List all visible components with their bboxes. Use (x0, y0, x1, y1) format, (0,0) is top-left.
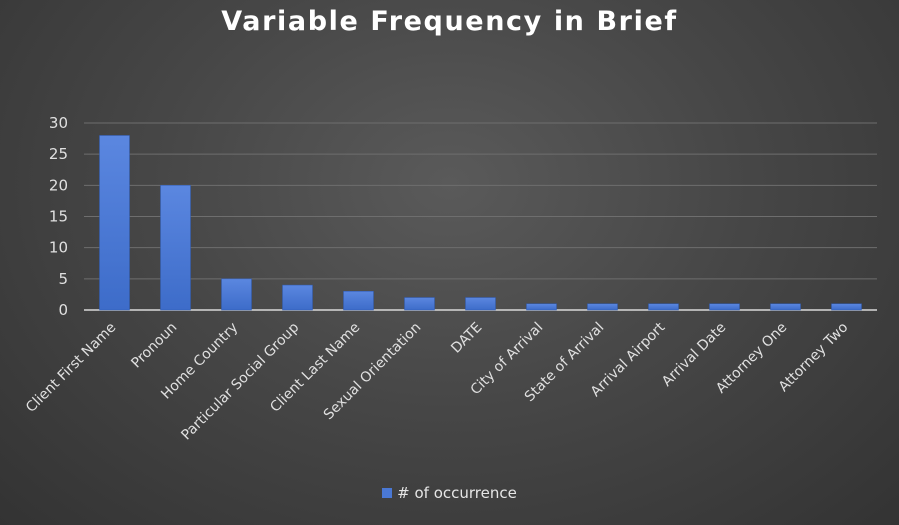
bar (648, 303, 679, 311)
bar (831, 303, 862, 311)
bar (526, 303, 557, 311)
x-tick-label: Pronoun (128, 320, 180, 372)
bar (709, 303, 740, 311)
y-tick-label: 10 (49, 239, 68, 257)
bar (160, 185, 191, 311)
x-tick-label: Client First Name (23, 320, 119, 416)
y-tick-label: 30 (49, 114, 68, 132)
chart-title: Variable Frequency in Brief (221, 6, 678, 37)
bar (465, 297, 496, 311)
bar (282, 284, 313, 311)
legend: # of occurrence (0, 484, 899, 502)
legend-label: # of occurrence (397, 484, 517, 502)
legend-swatch (382, 488, 393, 498)
bar (587, 303, 618, 311)
bar (99, 135, 130, 311)
x-tick-label: DATE (448, 320, 485, 357)
y-tick-label: 20 (49, 176, 68, 194)
y-tick-label: 0 (58, 301, 68, 319)
bar (343, 291, 374, 311)
y-tick-label: 15 (49, 208, 68, 226)
y-tick-label: 25 (49, 145, 68, 163)
x-tick-label: Particular Social Group (178, 319, 302, 443)
y-tick-label: 5 (58, 270, 68, 288)
bar (404, 297, 435, 311)
bar (770, 303, 801, 311)
bar (221, 278, 252, 311)
